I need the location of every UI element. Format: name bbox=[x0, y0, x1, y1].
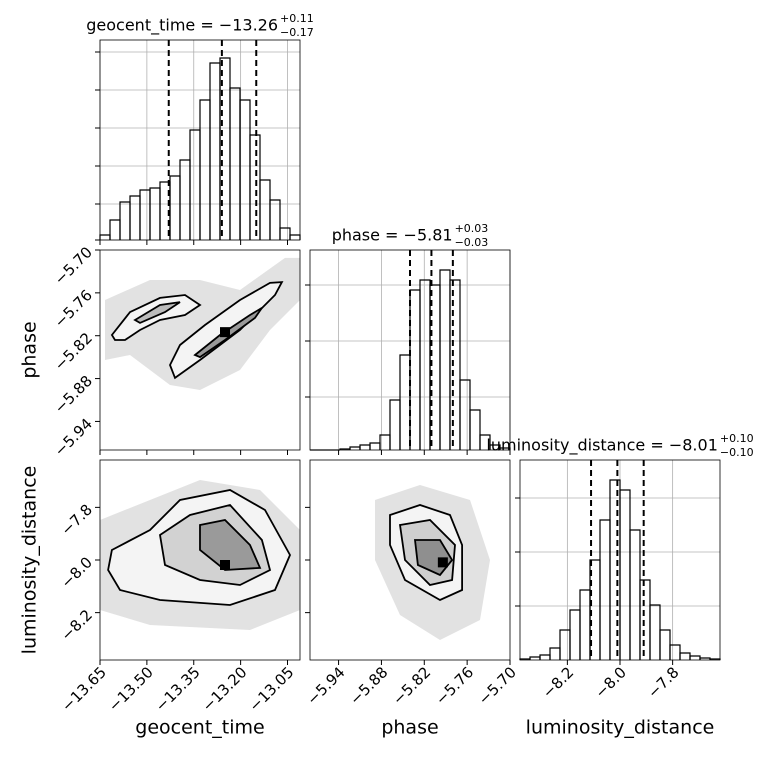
contour bbox=[133, 301, 181, 324]
y-axis-label: luminosity_distance bbox=[19, 466, 41, 655]
y-tick-label: −5.94 bbox=[51, 415, 96, 460]
histogram-bin bbox=[409, 289, 421, 450]
histogram-bin bbox=[369, 442, 381, 450]
histogram-bin bbox=[99, 234, 111, 240]
histogram-title: luminosity_distance = −8.01 bbox=[486, 436, 717, 456]
density-peak bbox=[437, 557, 448, 568]
histogram-bin bbox=[109, 219, 121, 240]
x-tick-label: −13.05 bbox=[246, 663, 298, 715]
x-tick-label: −13.35 bbox=[152, 663, 204, 715]
histogram-bin bbox=[539, 654, 551, 660]
histogram-bin bbox=[459, 379, 471, 450]
x-tick-label: −8.0 bbox=[592, 663, 630, 701]
y-tick-label: −7.8 bbox=[58, 501, 96, 539]
x-axis-label: geocent_time bbox=[135, 717, 264, 739]
histogram-bin bbox=[629, 529, 641, 660]
x-tick-label: −13.50 bbox=[105, 663, 157, 715]
y-tick-label: −5.76 bbox=[51, 286, 96, 331]
histogram-bin bbox=[229, 87, 241, 240]
y-tick-label: −5.88 bbox=[51, 372, 96, 417]
histogram-bin bbox=[649, 604, 661, 660]
histogram-bin bbox=[139, 189, 151, 240]
histogram-bin bbox=[289, 234, 301, 240]
histogram-bin bbox=[359, 444, 371, 450]
histogram-bin bbox=[529, 656, 541, 660]
histogram-bin bbox=[449, 279, 461, 450]
panel-frame bbox=[99, 39, 301, 241]
histogram-bin bbox=[639, 579, 651, 660]
title-upper: +0.11 bbox=[280, 12, 314, 25]
histogram-bin bbox=[469, 409, 481, 450]
histogram-bin bbox=[239, 99, 251, 240]
histogram-bin bbox=[149, 187, 161, 240]
y-axis-label: phase bbox=[19, 321, 41, 378]
x-tick-label: −13.65 bbox=[58, 663, 110, 715]
histogram-bin bbox=[679, 652, 691, 660]
sample-cloud bbox=[105, 257, 300, 390]
histogram-bin bbox=[689, 655, 701, 660]
histogram-bin bbox=[609, 479, 621, 660]
histogram-bin bbox=[169, 175, 181, 240]
x-tick-label: −5.94 bbox=[303, 663, 348, 708]
x-axis-label: phase bbox=[381, 717, 438, 739]
histogram-bin bbox=[579, 589, 591, 660]
histogram-bin bbox=[549, 647, 561, 660]
y-tick-label: −8.2 bbox=[58, 606, 96, 644]
title-lower: −0.03 bbox=[455, 236, 489, 249]
panel-frame bbox=[99, 249, 301, 451]
histogram-bin bbox=[389, 399, 401, 450]
histogram-bin bbox=[659, 629, 671, 660]
histogram-bin bbox=[439, 269, 451, 450]
histogram-bin bbox=[279, 227, 291, 240]
histogram-bin bbox=[399, 354, 411, 450]
x-tick-label: −5.88 bbox=[346, 663, 391, 708]
histogram-bin bbox=[119, 201, 131, 240]
histogram-bin bbox=[129, 195, 141, 240]
x-tick-label: −5.82 bbox=[389, 663, 434, 708]
x-tick-label: −13.20 bbox=[199, 663, 251, 715]
contour bbox=[110, 294, 202, 341]
histogram-bin bbox=[559, 629, 571, 660]
x-tick-label: −8.2 bbox=[539, 663, 577, 701]
title-lower: −0.10 bbox=[720, 446, 754, 459]
histogram-bin bbox=[619, 489, 631, 660]
histogram-title: geocent_time = −13.26 bbox=[86, 16, 278, 36]
histogram-bin bbox=[179, 159, 191, 240]
title-lower: −0.17 bbox=[280, 26, 314, 39]
histogram-bin bbox=[249, 134, 261, 240]
histogram-bin bbox=[569, 609, 581, 660]
histogram-bin bbox=[419, 279, 431, 450]
density-peak bbox=[220, 327, 230, 338]
histogram-bin bbox=[479, 434, 491, 450]
title-upper: +0.03 bbox=[455, 222, 489, 235]
histogram-bin bbox=[189, 129, 201, 240]
histogram-bin bbox=[209, 62, 221, 240]
histogram-title: phase = −5.81 bbox=[332, 226, 453, 245]
histogram-bin bbox=[269, 199, 281, 240]
histogram-bin bbox=[349, 446, 361, 450]
histogram-bin bbox=[669, 644, 681, 660]
y-tick-label: −5.70 bbox=[51, 243, 96, 288]
histogram-bin bbox=[199, 99, 211, 240]
histogram-bin bbox=[599, 519, 611, 660]
y-tick-label: −8.0 bbox=[58, 553, 96, 591]
x-tick-label: −5.76 bbox=[432, 663, 477, 708]
histogram-bin bbox=[259, 179, 271, 240]
x-tick-label: −7.8 bbox=[644, 663, 682, 701]
contour bbox=[199, 519, 262, 571]
x-tick-label: −5.70 bbox=[475, 663, 520, 708]
density-peak bbox=[220, 560, 230, 570]
y-tick-label: −5.82 bbox=[51, 329, 96, 374]
panel-frame bbox=[309, 249, 511, 451]
x-axis-label: luminosity_distance bbox=[526, 717, 715, 739]
title-upper: +0.10 bbox=[720, 432, 754, 445]
